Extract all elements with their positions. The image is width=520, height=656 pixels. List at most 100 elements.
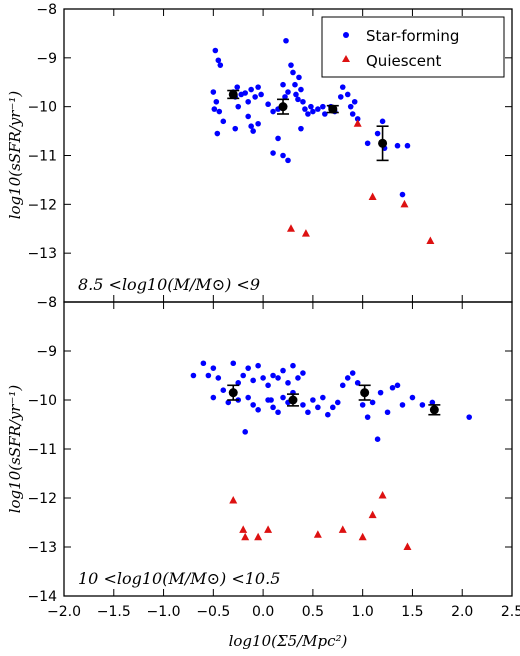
quiescent-point xyxy=(353,119,362,127)
star-forming-point xyxy=(295,375,301,381)
star-forming-point xyxy=(379,118,386,125)
y-tick-label: −8 xyxy=(36,2,57,18)
star-forming-point xyxy=(300,402,306,408)
star-forming-point xyxy=(369,399,376,406)
x-tick-label: −0.5 xyxy=(196,604,230,620)
star-forming-point xyxy=(282,94,288,100)
star-forming-point xyxy=(245,98,251,105)
quiescent-point xyxy=(403,542,412,550)
star-forming-point xyxy=(270,372,276,379)
star-forming-point xyxy=(255,120,261,127)
quiescent-point xyxy=(264,525,273,533)
star-forming-point xyxy=(280,81,286,88)
star-forming-point xyxy=(320,103,326,110)
star-forming-point xyxy=(305,409,311,416)
star-forming-point xyxy=(320,394,326,401)
star-forming-point xyxy=(419,402,426,408)
star-forming-point xyxy=(296,74,302,81)
legend-star-forming-marker xyxy=(343,32,349,38)
star-forming-point xyxy=(200,360,207,367)
y-tick-label: −10 xyxy=(27,393,57,409)
star-forming-point xyxy=(322,111,328,117)
star-forming-point xyxy=(359,402,366,408)
star-forming-point xyxy=(220,118,227,125)
panel-bottom: −8 −9 −10 −11 −12 −13 −14−2.0 −1.5 −1.0 −0.5 0.0 0.… xyxy=(27,295,520,620)
star-forming-point xyxy=(265,382,271,389)
star-forming-point xyxy=(364,140,371,147)
star-forming-point xyxy=(293,91,299,98)
star-forming-point xyxy=(349,111,356,117)
x-tick-label: 0.5 xyxy=(302,604,324,620)
quiescent-point xyxy=(286,224,295,232)
quiescent-point xyxy=(378,491,387,499)
star-forming-point xyxy=(399,191,406,198)
y-axis-label-top: log10(sSFR/yr⁻¹) xyxy=(6,91,24,220)
star-forming-point xyxy=(300,370,306,376)
y-tick-label: −12 xyxy=(27,197,57,213)
star-forming-point xyxy=(285,89,291,95)
star-forming-point xyxy=(255,362,261,369)
x-axis-label: log10(Σ5/Mpc²) xyxy=(229,632,348,650)
mass-range-annotation: 10 <log10(M/M⊙) <10.5 xyxy=(78,569,280,588)
panel-top: −8 −9 −10 −11 −12 −13 8.5 <log10(M/M⊙) <9 xyxy=(27,2,513,303)
quiescent-point xyxy=(338,525,347,533)
y-tick-label: −12 xyxy=(27,491,57,507)
quiescent-point xyxy=(301,229,310,237)
quiescent-point xyxy=(358,532,367,541)
star-forming-point xyxy=(389,384,396,391)
x-tick-label: 1.0 xyxy=(352,604,374,620)
star-forming-point xyxy=(404,142,411,149)
x-tick-label: 1.5 xyxy=(401,604,423,620)
star-forming-point xyxy=(190,372,197,379)
star-forming-point xyxy=(210,394,217,401)
star-forming-point xyxy=(292,81,298,88)
star-forming-point xyxy=(300,98,306,105)
star-forming-point xyxy=(260,375,266,381)
star-forming-point xyxy=(270,108,276,115)
star-forming-point xyxy=(377,389,384,396)
quiescent-point xyxy=(241,532,250,541)
star-forming-point xyxy=(298,86,304,93)
star-forming-point xyxy=(245,394,251,401)
star-forming-point xyxy=(283,37,289,44)
star-forming-point xyxy=(211,106,218,112)
star-forming-point xyxy=(255,84,261,90)
star-forming-point xyxy=(234,84,241,90)
binned-mean-point xyxy=(328,104,338,114)
star-forming-point xyxy=(250,128,256,134)
quiescent-point xyxy=(239,525,248,533)
star-forming-point xyxy=(290,362,296,369)
star-forming-point xyxy=(409,394,416,401)
star-forming-point xyxy=(248,86,254,93)
star-forming-point xyxy=(330,404,336,411)
star-forming-point xyxy=(217,62,224,68)
star-forming-point xyxy=(334,399,341,406)
x-tick-label: 0.0 xyxy=(252,604,274,620)
legend: Star-forming Quiescent xyxy=(321,16,505,78)
y-tick-label: −8 xyxy=(36,295,57,311)
star-forming-point xyxy=(285,157,291,164)
star-forming-point xyxy=(248,123,254,129)
y-tick-label: −14 xyxy=(27,589,57,605)
x-tick-label: −1.5 xyxy=(97,604,131,620)
binned-mean-point xyxy=(228,388,238,398)
x-tick-label: −2.0 xyxy=(47,604,81,620)
quiescent-point xyxy=(400,199,409,208)
star-forming-point xyxy=(354,116,361,122)
star-forming-point xyxy=(280,367,286,374)
quiescent-point xyxy=(313,530,322,538)
star-forming-point xyxy=(288,62,294,68)
star-forming-point xyxy=(213,98,220,105)
legend-quiescent-marker xyxy=(342,55,350,62)
star-forming-point xyxy=(290,69,296,76)
star-forming-point xyxy=(429,399,436,406)
star-forming-point xyxy=(270,404,276,411)
quiescent-point xyxy=(368,510,377,519)
star-forming-point xyxy=(215,375,222,381)
star-forming-point xyxy=(339,84,346,90)
star-forming-point xyxy=(399,402,406,408)
star-forming-point xyxy=(305,111,311,117)
star-forming-point xyxy=(344,375,351,381)
star-forming-point xyxy=(315,106,321,112)
